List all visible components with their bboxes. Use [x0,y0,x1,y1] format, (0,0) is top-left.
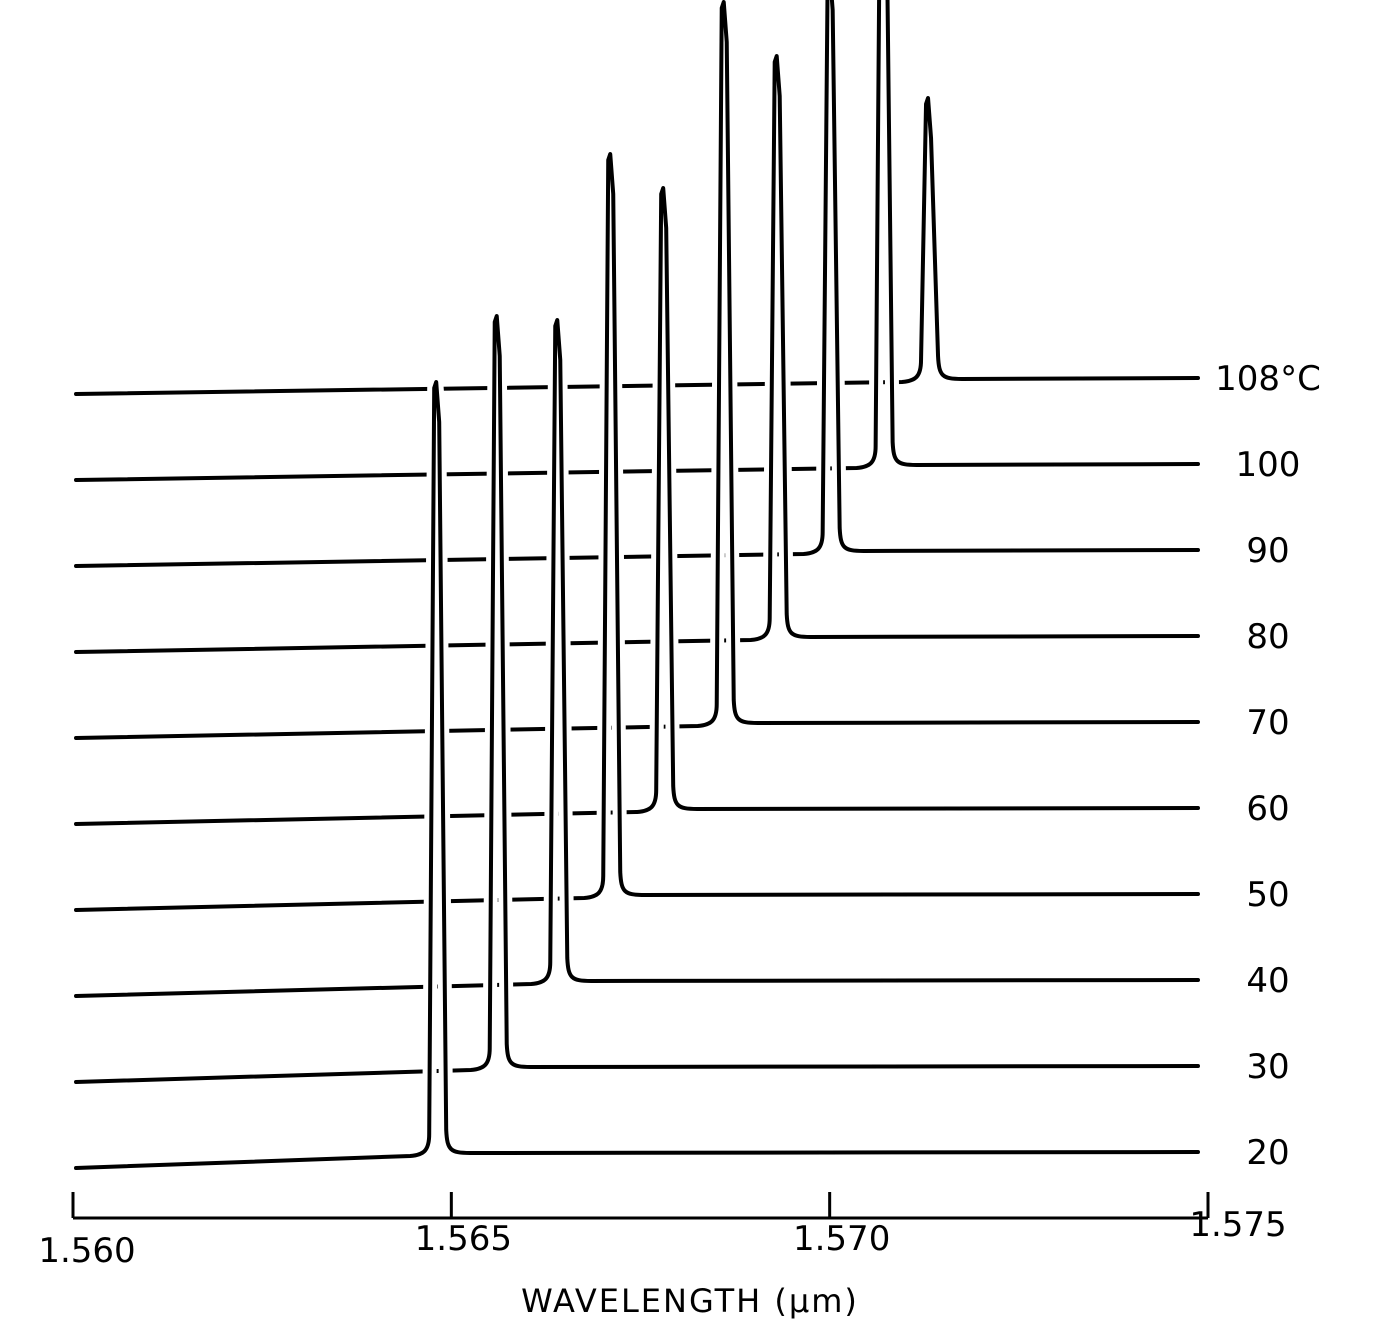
trace-label: 30 [1246,1047,1289,1087]
spectrum-trace [74,380,1200,1170]
spectrum-trace [74,318,1200,998]
spectrum-trace [74,0,1200,568]
x-tick-label: 1.560 [38,1231,135,1271]
spectrum-trace [74,314,1200,1084]
trace-label: 40 [1246,961,1289,1001]
x-axis: 1.560 1.565 1.570 1.575 [38,1192,1287,1271]
x-tick-label: 1.565 [415,1219,512,1259]
trace-halo [75,0,1199,487]
trace-halo [75,309,1199,1089]
trace-halo [75,147,1199,917]
x-axis-label: WAVELENGTH (μm) [521,1282,859,1320]
spectrum-trace [74,96,1200,396]
spectrum-trace [74,152,1200,912]
trace-label: 60 [1246,789,1289,829]
spectrum-trace [74,0,1200,740]
spectrum-trace [74,54,1200,654]
x-tick-label: 1.575 [1189,1205,1286,1245]
spectrum-trace [74,186,1200,826]
spectra-traces: 108°C 100 90 80 70 60 50 40 30 20 [74,0,1321,1175]
trace-label: 80 [1246,617,1289,657]
trace-label: 108°C [1215,359,1321,399]
trace-label: 100 [1236,445,1301,485]
x-tick-label: 1.570 [793,1219,890,1259]
trace-halo [75,375,1199,1175]
spectrum-trace [74,0,1200,482]
trace-label: 20 [1246,1133,1289,1173]
trace-halo [75,0,1199,745]
trace-label: 70 [1246,703,1289,743]
trace-label: 50 [1246,875,1289,915]
trace-halo [75,91,1199,401]
trace-label: 90 [1246,531,1289,571]
